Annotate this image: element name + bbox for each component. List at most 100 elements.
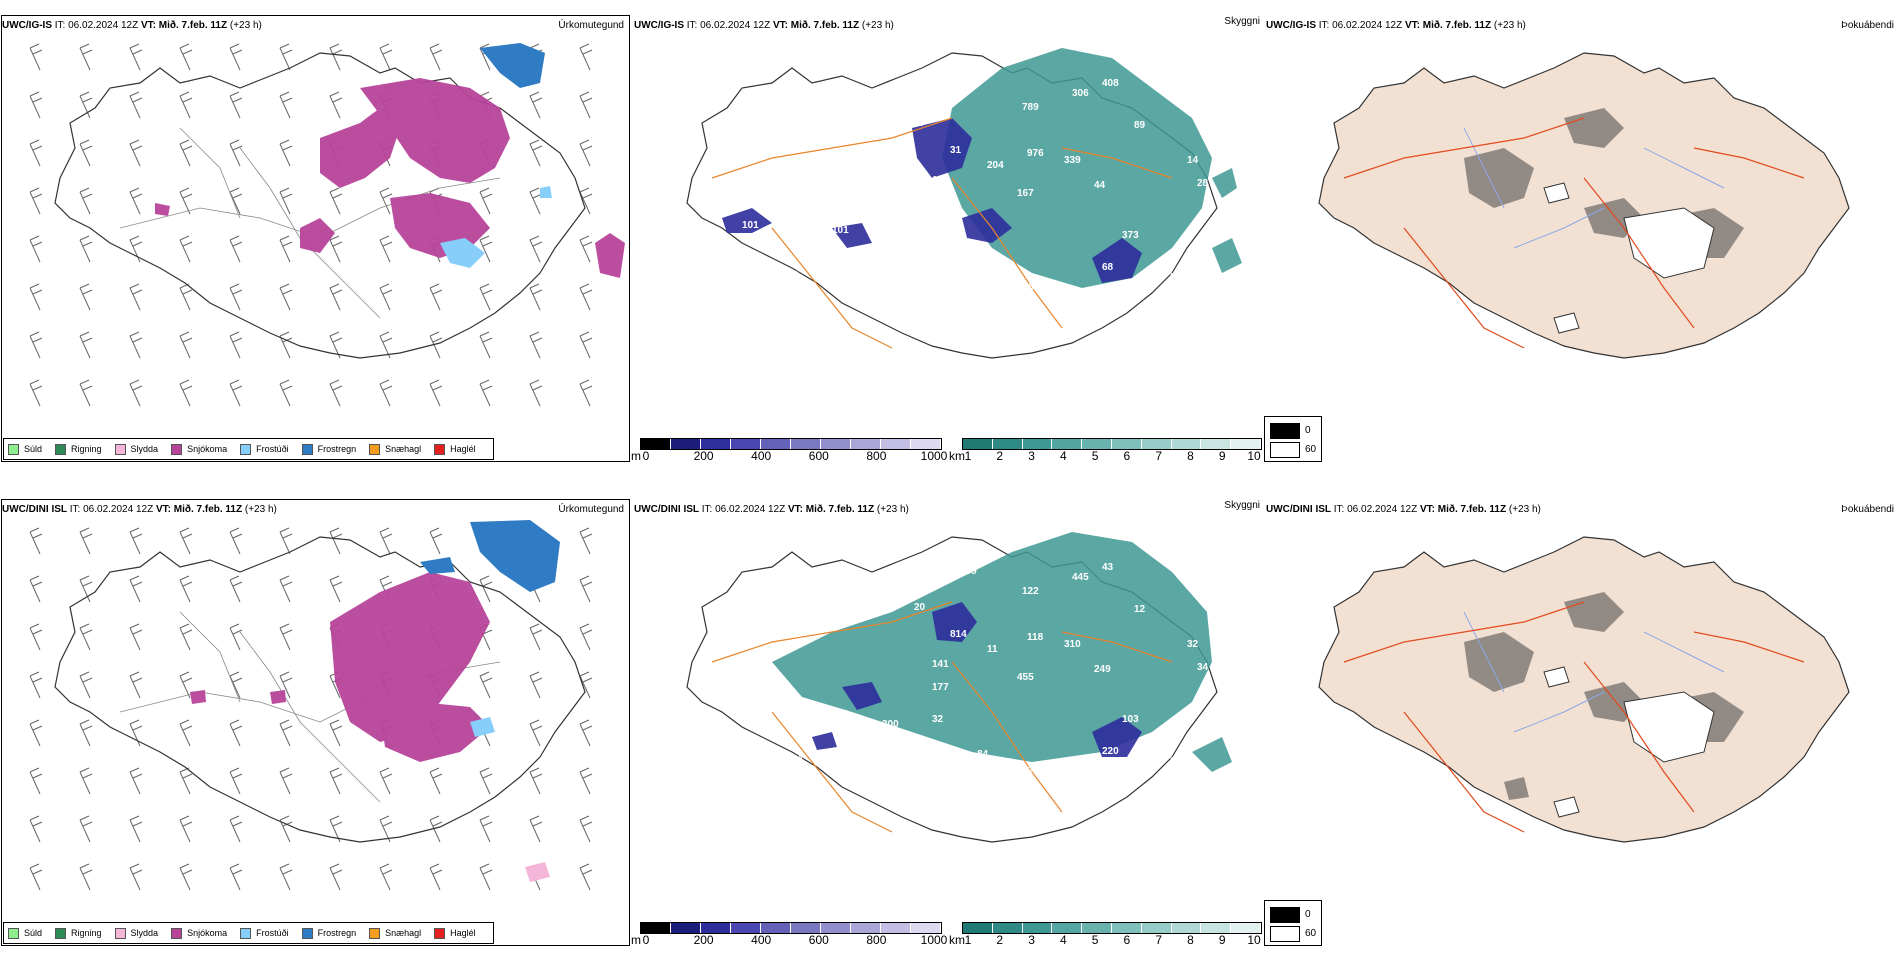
legend-swatch xyxy=(55,927,67,939)
wind-barb xyxy=(579,575,593,603)
legend-swatch xyxy=(434,927,446,939)
colorbar-cell xyxy=(911,923,941,933)
cloud-base-label: 127 xyxy=(884,110,901,121)
colorbar-cell xyxy=(1111,923,1142,933)
colorbar-cell xyxy=(671,923,701,933)
cloud-base-label: 67 xyxy=(1117,292,1129,303)
cloud-base-label: 118 xyxy=(1027,632,1044,643)
colorbar-tick: 0 xyxy=(642,933,650,947)
wind-barb xyxy=(529,815,543,843)
fog-key-white xyxy=(1270,926,1300,942)
wind-barb xyxy=(179,235,193,263)
legend-swatch xyxy=(114,443,126,455)
precip-type-legend: Súld Rigning Slydda Snjókoma Frostúði Fr… xyxy=(3,922,494,944)
model-name: UWC/IG-IS xyxy=(634,20,684,31)
cloud-base-label: 306 xyxy=(1072,88,1089,99)
wind-barb xyxy=(79,187,93,215)
wind-barb xyxy=(229,283,243,311)
colorbar-cell xyxy=(641,439,671,449)
wind-barb xyxy=(79,379,93,407)
colorbar-cell xyxy=(1111,439,1142,449)
model-name: UWC/IG-IS xyxy=(2,20,52,31)
precip-map xyxy=(29,520,593,891)
roads xyxy=(711,601,1173,833)
colorbar-cell xyxy=(1082,439,1112,449)
wind-barb xyxy=(79,527,93,555)
panel-header: UWC/DINI ISL IT: 06.02.2024 12Z VT: Mið.… xyxy=(634,504,909,515)
wind-barb xyxy=(129,139,143,167)
cloud-base-label: 171 xyxy=(952,290,969,301)
wind-barb xyxy=(479,283,493,311)
visibility-colorbar-unit: km xyxy=(949,933,965,947)
legend-swatch xyxy=(8,927,19,939)
panel-title: Þokuábendi xyxy=(1841,20,1894,31)
wind-barb xyxy=(529,331,543,359)
colorbar-tick: 1000 xyxy=(920,449,948,463)
model-name: UWC/IG-IS xyxy=(1266,20,1316,31)
wind-barb xyxy=(179,187,193,215)
panel-title: Úrkomutegund xyxy=(558,20,624,31)
wind-barb xyxy=(579,623,593,651)
colorbar-cell xyxy=(911,439,941,449)
fog-map xyxy=(1318,52,1850,359)
wind-barb xyxy=(29,283,43,311)
wind-barb xyxy=(329,863,343,891)
visibility-colorbar: km 1 2 3 4 5 6 7 8 9 10 xyxy=(949,922,1262,952)
wind-barb xyxy=(529,235,543,263)
wind-barb xyxy=(179,575,193,603)
wind-barb xyxy=(279,815,293,843)
colorbar-tick: 0 xyxy=(642,449,650,463)
wind-barb xyxy=(129,863,143,891)
legend-swatch xyxy=(369,443,381,455)
wind-barb xyxy=(279,719,293,747)
wind-barb xyxy=(229,235,243,263)
legend-swatch xyxy=(55,443,67,455)
wind-barb xyxy=(29,527,43,555)
colorbar-tick: 5 xyxy=(1091,933,1099,947)
snowfall-areas xyxy=(190,572,490,762)
colorbar-tick: 1 xyxy=(964,449,972,463)
wind-barb xyxy=(79,815,93,843)
cloud-base-label: 23 xyxy=(932,230,944,241)
colorbar-cell xyxy=(701,923,731,933)
legend-item: Haglél xyxy=(434,443,476,455)
vt-value: Mið. 7.feb. 11Z xyxy=(790,20,860,31)
cloud-base-label: 101 xyxy=(787,754,804,765)
wind-barb xyxy=(79,767,93,795)
wind-barb xyxy=(429,43,443,71)
colorbar-cell xyxy=(731,923,761,933)
wind-barb xyxy=(279,575,293,603)
it-value: 06.02.2024 12Z xyxy=(68,20,139,31)
it-label: IT: xyxy=(69,504,81,515)
wind-barb xyxy=(529,91,543,119)
model-name: UWC/DINI ISL xyxy=(1266,504,1331,515)
colorbar-tick: 400 xyxy=(751,449,772,463)
wind-barb xyxy=(379,283,393,311)
visibility-colorbar-strip xyxy=(962,438,1262,450)
wind-barb xyxy=(379,379,393,407)
cloud-colorbar-strip xyxy=(640,922,942,934)
wind-barb xyxy=(579,379,593,407)
legend-label: Frostregn xyxy=(317,928,357,938)
colorbar-tick: 3 xyxy=(1028,449,1035,463)
colorbar-tick: 6 xyxy=(1123,933,1131,947)
colorbar-tick: 9 xyxy=(1218,933,1226,947)
wind-barb xyxy=(579,43,593,71)
wind-barb xyxy=(329,187,343,215)
cloud-base-label: 44 xyxy=(1094,180,1106,191)
wind-barb xyxy=(529,379,543,407)
cloud-colorbar-strip xyxy=(640,438,942,450)
wind-barb xyxy=(479,575,493,603)
legend-swatch xyxy=(171,443,183,455)
legend-item: Frostregn xyxy=(301,927,357,939)
wind-barb xyxy=(479,187,493,215)
cloud-base-label: 445 xyxy=(1072,572,1089,583)
legend-item: Snjókoma xyxy=(171,927,227,939)
colorbar-cell xyxy=(1201,923,1232,933)
cloud-base-label: 82 xyxy=(960,82,972,93)
wind-barb xyxy=(229,575,243,603)
wind-barb xyxy=(229,815,243,843)
wind-barb xyxy=(129,43,143,71)
legend-swatch xyxy=(301,927,313,939)
colorbar-cell xyxy=(1141,439,1172,449)
